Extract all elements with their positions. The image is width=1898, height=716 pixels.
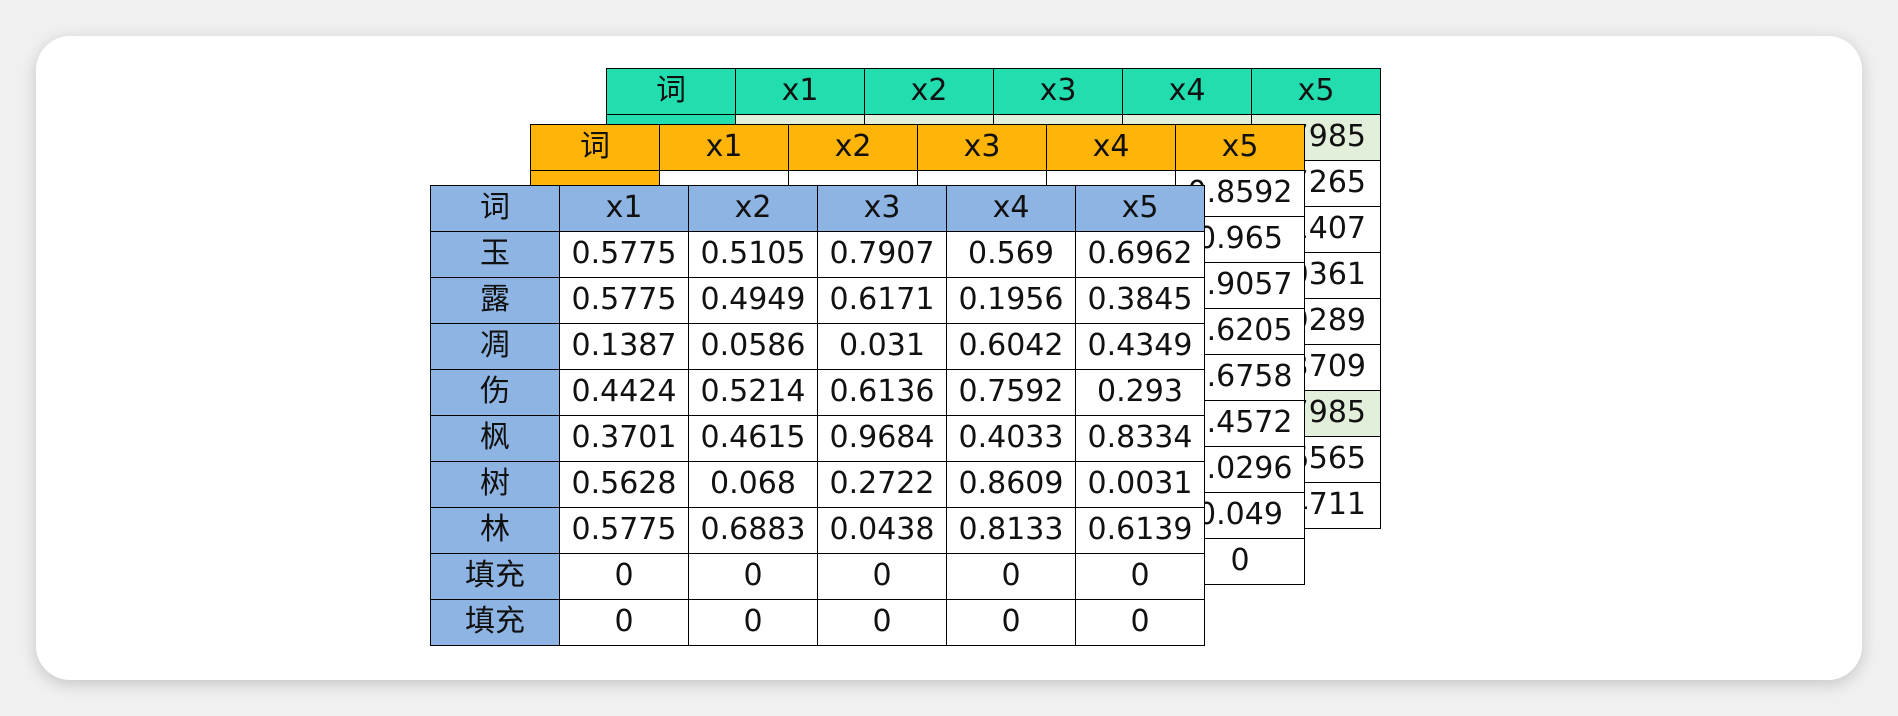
table-cell: 凋 xyxy=(430,323,560,370)
table-cell: x5 xyxy=(1175,124,1305,171)
table-cell: 0.1956 xyxy=(946,277,1076,324)
table-cell: x3 xyxy=(917,124,1047,171)
table-cell: 词 xyxy=(606,68,736,115)
table-cell: 0 xyxy=(559,553,689,600)
table-cell: 0.8133 xyxy=(946,507,1076,554)
table-cell: 0.4033 xyxy=(946,415,1076,462)
table-cell: x1 xyxy=(659,124,789,171)
table-cell: 0.7592 xyxy=(946,369,1076,416)
table-cell: 0.2722 xyxy=(817,461,947,508)
table-cell: 0.8334 xyxy=(1075,415,1205,462)
table-cell: 0.0438 xyxy=(817,507,947,554)
table-cell: x4 xyxy=(1122,68,1252,115)
table-cell: 0.031 xyxy=(817,323,947,370)
table-cell: 树 xyxy=(430,461,560,508)
table-cell: 0.4949 xyxy=(688,277,818,324)
table-cell: 0 xyxy=(688,553,818,600)
table-cell: x3 xyxy=(817,185,947,232)
table-cell: 0.8609 xyxy=(946,461,1076,508)
table-cell: 0.6962 xyxy=(1075,231,1205,278)
card: 词 x1 x2 x3 x4 x5 7985 7265 1407 0361 9289 3709 7985 6… xyxy=(36,36,1862,680)
table-cell: 0.9684 xyxy=(817,415,947,462)
table-cell: 露 xyxy=(430,277,560,324)
table-cell: x1 xyxy=(559,185,689,232)
table-cell: 0.6883 xyxy=(688,507,818,554)
table-cell: 0 xyxy=(946,553,1076,600)
table-cell: 0 xyxy=(1075,553,1205,600)
table-cell: 0 xyxy=(817,599,947,646)
table-cell: 伤 xyxy=(430,369,560,416)
table-cell: 0.0586 xyxy=(688,323,818,370)
table-cell: 0.068 xyxy=(688,461,818,508)
table-cell: 玉 xyxy=(430,231,560,278)
table-cell: 0.6139 xyxy=(1075,507,1205,554)
table-cell: 林 xyxy=(430,507,560,554)
table-cell: x1 xyxy=(735,68,865,115)
table-cell: 0 xyxy=(946,599,1076,646)
table-cell: 0.7907 xyxy=(817,231,947,278)
table-cell: 词 xyxy=(430,185,560,232)
table-cell: 0.6042 xyxy=(946,323,1076,370)
table-cell: x4 xyxy=(946,185,1076,232)
table-cell: 填充 xyxy=(430,553,560,600)
table-cell: x2 xyxy=(688,185,818,232)
table-cell: 0.3701 xyxy=(559,415,689,462)
table-cell: 0.5628 xyxy=(559,461,689,508)
table-cell: 0.4615 xyxy=(688,415,818,462)
table-cell: 0.569 xyxy=(946,231,1076,278)
table-cell: x4 xyxy=(1046,124,1176,171)
table-cell: 0.5775 xyxy=(559,231,689,278)
table-cell: x5 xyxy=(1251,68,1381,115)
table-cell: x2 xyxy=(864,68,994,115)
table-cell: 枫 xyxy=(430,415,560,462)
table-cell: 0.5775 xyxy=(559,507,689,554)
table-cell: 0.0031 xyxy=(1075,461,1205,508)
table-cell: 0.5214 xyxy=(688,369,818,416)
table-cell: 填充 xyxy=(430,599,560,646)
table-cell: 词 xyxy=(530,124,660,171)
table-cell: 0 xyxy=(817,553,947,600)
table-cell: x3 xyxy=(993,68,1123,115)
table-cell: 0.3845 xyxy=(1075,277,1205,324)
table-cell: 0.293 xyxy=(1075,369,1205,416)
table-cell: 0 xyxy=(688,599,818,646)
table-cell: 0 xyxy=(1075,599,1205,646)
table-cell: 0.6136 xyxy=(817,369,947,416)
table-cell: 0.4349 xyxy=(1075,323,1205,370)
table-cell: 0.1387 xyxy=(559,323,689,370)
table-cell: 0.5105 xyxy=(688,231,818,278)
table-cell: x5 xyxy=(1075,185,1205,232)
table-cell: 0.6171 xyxy=(817,277,947,324)
table-cell: 0.5775 xyxy=(559,277,689,324)
table-cell: x2 xyxy=(788,124,918,171)
table-cell: 0 xyxy=(559,599,689,646)
table-cell: 0.4424 xyxy=(559,369,689,416)
